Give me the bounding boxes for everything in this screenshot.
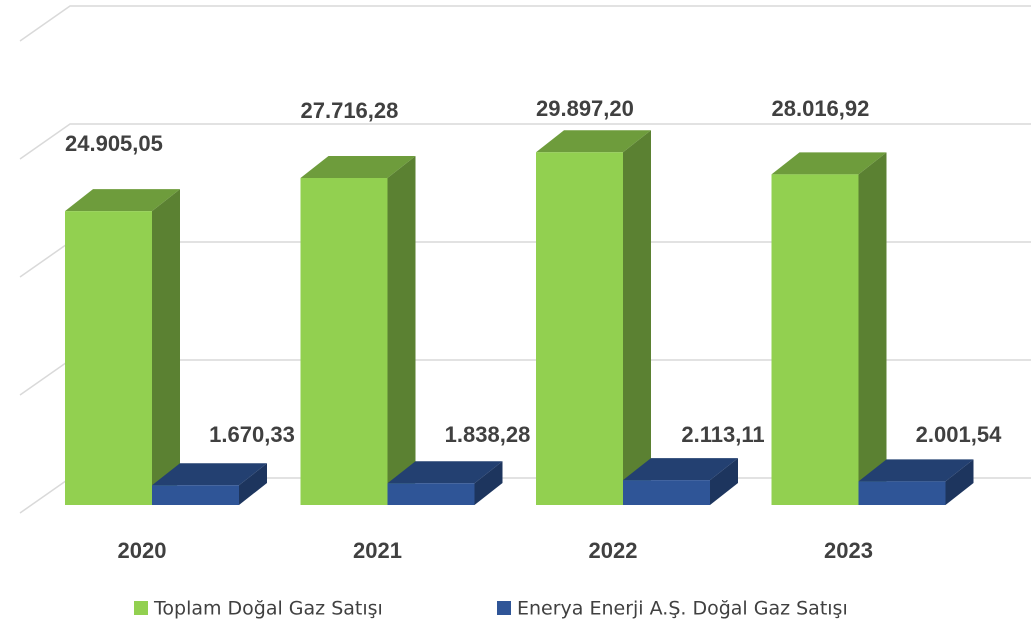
bar-face: [387, 155, 416, 506]
bar: [300, 155, 416, 506]
bar-face: [945, 459, 974, 505]
grid-line: [19, 5, 1031, 42]
value-label: 29.897,20: [536, 96, 634, 121]
legend-swatch: [134, 601, 148, 615]
bar-face: [623, 458, 738, 481]
bar-face: [300, 155, 416, 178]
value-label: 27.716,28: [301, 98, 399, 123]
bar: [536, 130, 651, 505]
x-tick-label: 2023: [824, 538, 873, 563]
bar-face: [152, 485, 239, 505]
bar-face: [623, 480, 710, 505]
legend-label: Enerya Enerji A.Ş. Doğal Gaz Satışı: [517, 598, 848, 620]
value-label: 28.016,92: [772, 96, 870, 121]
bar-face: [152, 189, 180, 505]
bar-face: [710, 458, 738, 505]
bar-face: [474, 461, 503, 505]
bar-face: [536, 130, 651, 153]
bar-face: [387, 461, 503, 484]
bar-face: [65, 189, 180, 212]
bar-face: [387, 483, 475, 505]
bar-face: [771, 152, 887, 175]
value-label: 2.001,54: [916, 422, 1002, 447]
bar-face: [771, 174, 859, 506]
bar: [387, 461, 503, 505]
x-tick-label: 2020: [118, 538, 167, 563]
bar-face: [623, 130, 651, 505]
value-label: 1.670,33: [209, 422, 295, 447]
x-tick-label: 2021: [353, 538, 402, 563]
bar: [65, 189, 180, 505]
bar-face: [300, 177, 388, 506]
x-tick-label: 2022: [589, 538, 638, 563]
bar-face: [536, 152, 623, 505]
value-label: 24.905,05: [65, 131, 163, 156]
bar-face: [858, 481, 946, 505]
value-label: 2.113,11: [681, 422, 764, 447]
bar: [152, 463, 267, 505]
bar-face: [858, 459, 974, 482]
bar: [771, 152, 887, 506]
bar: [623, 458, 738, 505]
bar-face: [239, 463, 267, 505]
grid-line: [19, 123, 1031, 160]
legend-swatch: [497, 601, 511, 615]
bar: [858, 459, 974, 505]
bar-face: [858, 152, 887, 506]
value-label: 1.838,28: [445, 422, 531, 447]
bar-face: [65, 211, 152, 505]
bar-face: [152, 463, 267, 486]
legend-label: Toplam Doğal Gaz Satışı: [153, 598, 383, 620]
